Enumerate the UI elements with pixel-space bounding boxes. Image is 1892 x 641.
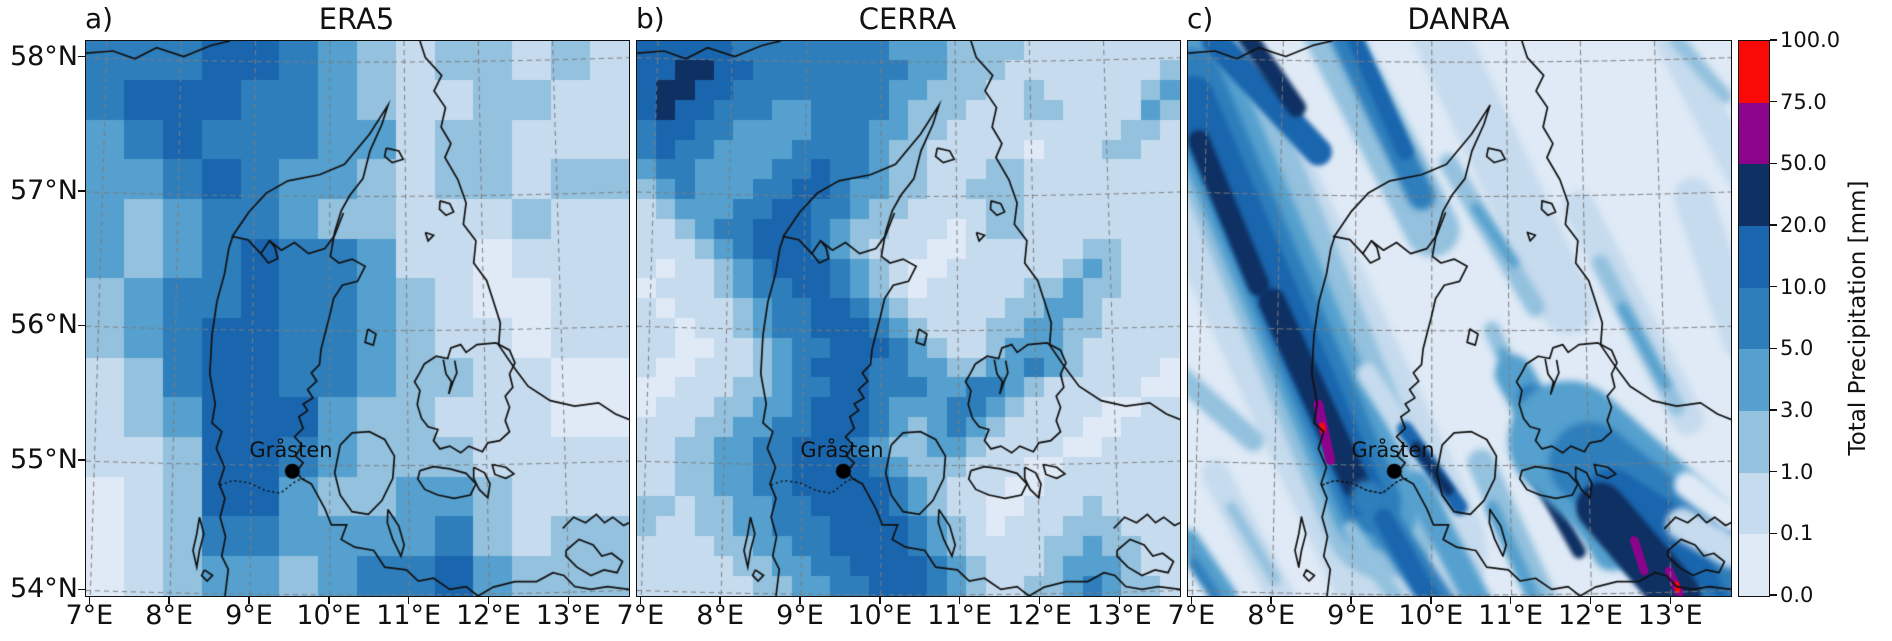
lon-tick-mark [958, 596, 961, 604]
lat-tick-mark [78, 190, 85, 192]
colorbar-tick-mark [1769, 409, 1777, 411]
lon-tick-label: 13°E [1086, 600, 1152, 631]
marker-label-grasten-b: Gråsten [800, 438, 884, 462]
lon-tick-label: 7°E [1167, 600, 1216, 631]
colorbar-tick-label: 5.0 [1780, 336, 1814, 361]
lon-tick-label: 11°E [1478, 600, 1544, 631]
lon-tick-mark [407, 596, 410, 604]
lon-tick-label: 7°E [65, 600, 114, 631]
colorbar-tick-label: 1.0 [1780, 459, 1814, 484]
lon-tick-label: 9°E [1327, 600, 1375, 631]
lon-tick-mark [1350, 596, 1352, 604]
colorbar-segment [1739, 472, 1769, 535]
lon-tick-label: 9°E [776, 600, 824, 631]
lon-tick-label: 8°E [145, 600, 194, 631]
colorbar-tick-mark [1769, 347, 1777, 350]
lat-tick-mark [78, 324, 85, 327]
lon-tick-mark [487, 596, 490, 604]
lon-tick-label: 13°E [535, 600, 601, 631]
lon-tick-mark [1190, 596, 1193, 604]
colorbar-tick-label: 10.0 [1780, 274, 1827, 299]
lon-tick-mark [328, 596, 330, 604]
lon-tick-mark [1118, 596, 1121, 604]
map-canvas-cerra [637, 41, 1180, 596]
lon-tick-mark [639, 596, 642, 604]
panel-title-danra: DANRA [1407, 2, 1510, 36]
colorbar-tick-label: 20.0 [1780, 213, 1827, 237]
lon-tick-mark [1589, 596, 1592, 604]
colorbar-tick-label: 100.0 [1780, 28, 1841, 52]
lon-tick-label: 7°E [616, 600, 665, 631]
colorbar-tick-mark [1769, 162, 1777, 165]
lat-tick-mark [78, 459, 85, 461]
lon-tick-label: 12°E [1006, 600, 1072, 631]
colorbar-tick-mark [1769, 594, 1777, 596]
colorbar-segment [1739, 226, 1769, 288]
lon-tick-mark [879, 596, 881, 604]
lon-tick-label: 11°E [376, 600, 442, 631]
colorbar-segment [1739, 102, 1769, 165]
lon-tick-label: 12°E [1557, 600, 1623, 631]
panel-title-cerra: CERRA [858, 2, 957, 36]
lon-tick-mark [1669, 596, 1672, 604]
colorbar-tick-label: 75.0 [1780, 89, 1827, 114]
lat-tick-label: 58°N [9, 40, 78, 72]
lon-tick-label: 8°E [1247, 600, 1296, 631]
lon-tick-mark [88, 596, 91, 604]
colorbar-segment [1739, 41, 1769, 103]
colorbar-tick-label: 3.0 [1780, 398, 1814, 422]
lon-tick-label: 13°E [1637, 600, 1703, 631]
lon-tick-mark [567, 596, 570, 604]
marker-label-grasten-c: Gråsten [1351, 438, 1435, 462]
colorbar [1738, 40, 1770, 597]
lon-tick-label: 10°E [1398, 600, 1464, 631]
panel-letter-b: b) [636, 2, 665, 35]
lat-tick-label: 54°N [9, 573, 78, 605]
panel-letter-c: c) [1187, 2, 1214, 35]
lat-tick-mark [78, 55, 85, 58]
colorbar-tick-mark [1769, 532, 1777, 535]
lat-tick-label: 56°N [9, 309, 78, 341]
colorbar-segment [1739, 411, 1769, 473]
panel-title-era5: ERA5 [318, 2, 395, 36]
colorbar-segment [1739, 164, 1769, 227]
colorbar-tick-mark [1769, 224, 1777, 226]
colorbar-tick-label: 50.0 [1780, 151, 1827, 176]
colorbar-segment [1739, 287, 1769, 350]
map-panel-era5 [85, 40, 630, 597]
lon-tick-label: 12°E [455, 600, 521, 631]
colorbar-tick-label: 0.1 [1780, 521, 1814, 546]
lat-tick-label: 57°N [9, 174, 78, 206]
colorbar-segment [1739, 349, 1769, 412]
lon-tick-label: 8°E [696, 600, 745, 631]
lon-tick-label: 10°E [847, 600, 913, 631]
map-canvas-era5 [86, 41, 629, 596]
lon-tick-mark [1270, 596, 1272, 604]
panel-letter-a: a) [85, 2, 114, 35]
lon-tick-mark [248, 596, 250, 604]
marker-label-grasten-a: Gråsten [249, 438, 333, 462]
lon-tick-label: 9°E [225, 600, 273, 631]
colorbar-tick-mark [1769, 470, 1777, 473]
colorbar-tick-label: 0.0 [1780, 583, 1814, 607]
lon-tick-mark [1430, 596, 1432, 604]
lon-tick-mark [799, 596, 801, 604]
map-canvas-danra [1188, 41, 1731, 596]
colorbar-tick-mark [1769, 100, 1777, 103]
colorbar-axis-label: Total Precipitation [mm] [1845, 180, 1871, 456]
lon-tick-mark [168, 596, 170, 604]
lon-tick-label: 10°E [296, 600, 362, 631]
lon-tick-mark [719, 596, 721, 604]
lat-tick-label: 55°N [9, 444, 78, 476]
lon-tick-label: 11°E [927, 600, 993, 631]
lon-tick-mark [1509, 596, 1512, 604]
map-panel-cerra [636, 40, 1181, 597]
map-panel-danra [1187, 40, 1732, 597]
colorbar-tick-mark [1769, 39, 1777, 41]
colorbar-tick-mark [1769, 285, 1777, 288]
lon-tick-mark [1038, 596, 1041, 604]
lat-tick-mark [78, 588, 85, 591]
colorbar-segment [1739, 534, 1769, 597]
